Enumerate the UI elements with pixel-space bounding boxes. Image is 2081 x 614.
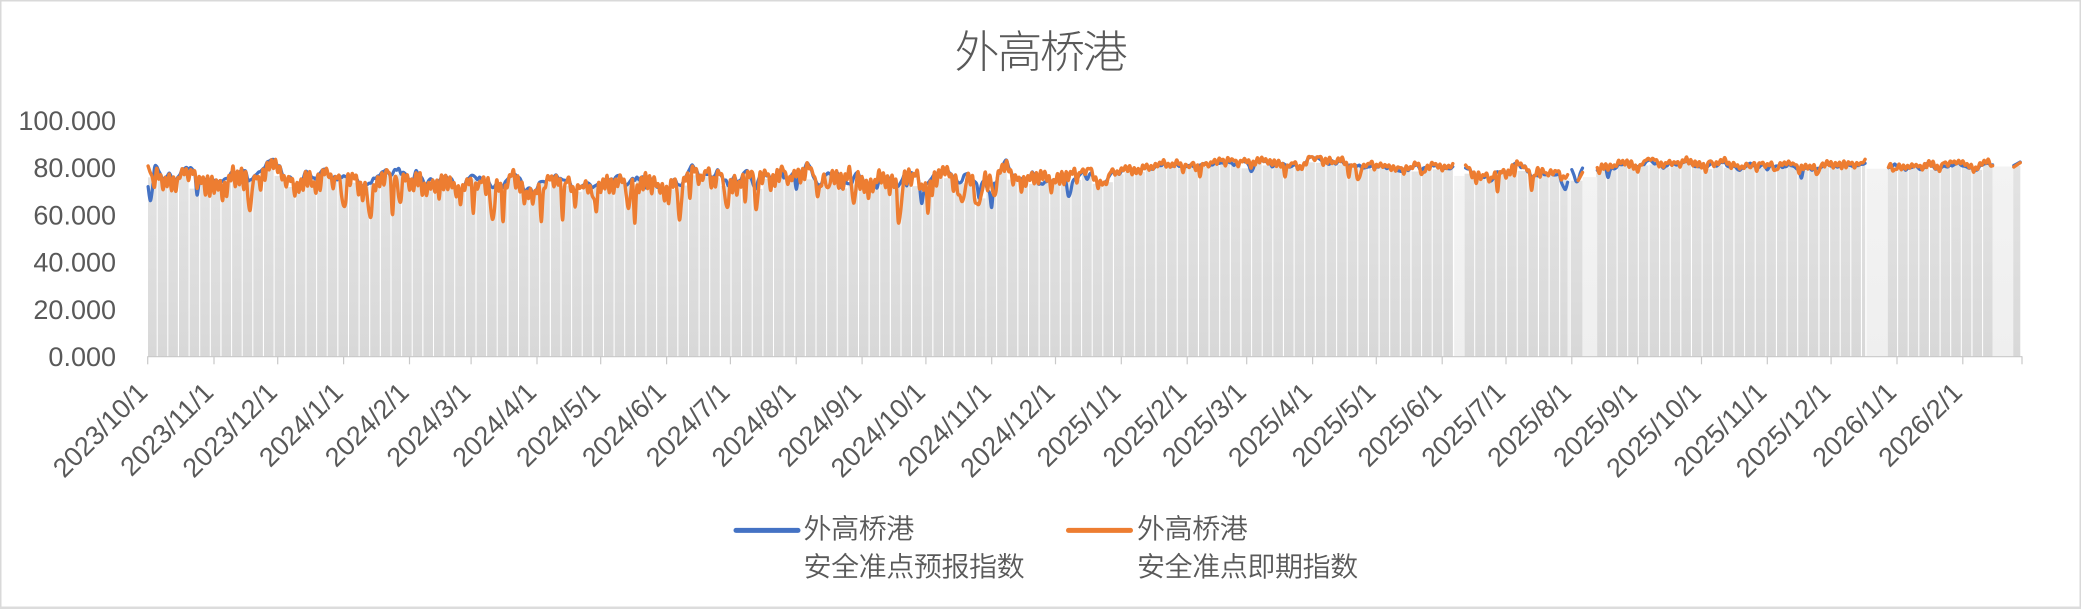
svg-text:100.000: 100.000 [18,106,116,136]
svg-text:0.000: 0.000 [48,342,116,372]
svg-text:20.000: 20.000 [33,295,116,325]
svg-text:40.000: 40.000 [33,248,116,278]
svg-text:60.000: 60.000 [33,200,116,230]
svg-text:80.000: 80.000 [33,153,116,183]
